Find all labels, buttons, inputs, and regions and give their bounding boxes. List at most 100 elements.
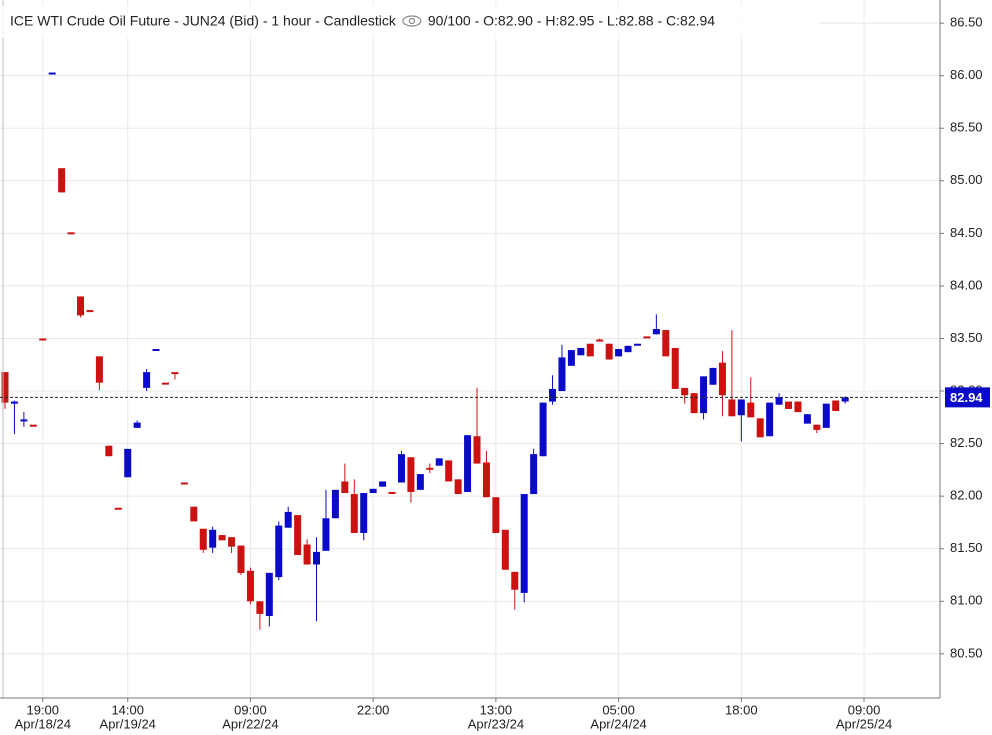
candle-body — [539, 402, 547, 457]
candle-body — [369, 488, 377, 494]
x-date-label: Apr/19/24 — [100, 716, 156, 731]
candle-body — [58, 168, 66, 193]
candle-body — [105, 445, 113, 457]
x-date-label: Apr/23/24 — [468, 716, 524, 731]
candle-body — [464, 435, 472, 492]
candle-body — [785, 401, 793, 409]
y-tick-label: 81.00 — [950, 593, 983, 608]
x-date-label: Apr/24/24 — [590, 716, 646, 731]
candle-body — [700, 376, 708, 414]
candle-body — [190, 506, 198, 522]
candle-body — [775, 397, 783, 405]
candle-body — [841, 397, 849, 402]
candle-body — [492, 497, 500, 533]
x-tick-label: 18:00 — [725, 702, 758, 717]
candle-body — [350, 494, 358, 533]
candle-body — [133, 422, 141, 428]
x-tick-label: 19:00 — [26, 702, 59, 717]
candle-body — [511, 571, 519, 590]
candle-body — [426, 467, 434, 470]
candle-body — [407, 457, 415, 492]
candle-body — [662, 330, 670, 357]
candle-body — [605, 343, 613, 360]
candle-body — [549, 388, 557, 402]
chart-title: ICE WTI Crude Oil Future - JUN24 (Bid) -… — [10, 13, 397, 29]
candle-body — [1, 372, 9, 403]
candle-body — [803, 414, 811, 424]
last-price-box — [945, 387, 990, 408]
candle-body — [360, 493, 368, 533]
y-tick-label: 84.50 — [950, 225, 983, 240]
candle-body — [718, 362, 726, 396]
ohlc-info: 90/100 - O:82.90 - H:82.95 - L:82.88 - C… — [428, 13, 715, 29]
x-date-label: Apr/25/24 — [836, 716, 892, 731]
candle-body — [388, 491, 396, 494]
candle-body — [728, 399, 736, 417]
y-tick-label: 81.50 — [950, 540, 983, 555]
candle-body — [379, 481, 387, 487]
candle-body — [256, 601, 264, 614]
candle-body — [567, 350, 575, 366]
visibility-icon[interactable] — [402, 15, 422, 27]
candle-body — [652, 329, 660, 335]
grid-layer — [0, 0, 940, 698]
candle-body — [294, 515, 302, 556]
candle-body — [218, 535, 226, 541]
candle-body — [435, 458, 443, 466]
candle-body — [209, 529, 217, 548]
candle-body — [48, 72, 56, 75]
candle-body — [822, 403, 830, 428]
candle-body — [709, 367, 717, 385]
y-tick-label: 86.00 — [950, 67, 983, 82]
y-tick-label: 82.50 — [950, 435, 983, 450]
y-tick-label: 84.00 — [950, 277, 983, 292]
candle-body — [237, 545, 245, 573]
candle-body — [20, 419, 28, 422]
candle-body — [303, 544, 311, 565]
candle-body — [180, 482, 188, 485]
candle-body — [794, 401, 802, 413]
candle-body — [29, 424, 37, 427]
candle-body — [482, 462, 490, 498]
candle-body — [643, 336, 651, 339]
candle-body — [633, 343, 641, 346]
candle-body — [681, 387, 689, 396]
candle-body — [171, 372, 179, 375]
candle-body — [39, 338, 47, 341]
x-date-label: Apr/22/24 — [222, 716, 278, 731]
candle-body — [596, 339, 604, 342]
x-tick-label: 09:00 — [848, 702, 881, 717]
candle-body — [161, 382, 169, 385]
candle-body — [577, 347, 585, 356]
candle-body — [756, 418, 764, 438]
x-tick-label: 22:00 — [357, 702, 390, 717]
candle-body — [624, 345, 632, 353]
x-tick-label: 13:00 — [480, 702, 513, 717]
candle-body — [152, 349, 160, 351]
candle-body — [766, 402, 774, 437]
candle-body — [737, 399, 745, 416]
y-tick-label: 82.00 — [950, 488, 983, 503]
candle-body — [67, 232, 75, 235]
candle-body — [454, 479, 462, 495]
x-tick-label: 14:00 — [111, 702, 144, 717]
y-tick-label: 80.50 — [950, 645, 983, 660]
candle-body — [199, 528, 207, 550]
candle-body — [473, 436, 481, 464]
candle-body — [10, 401, 18, 404]
last-price-label: 82.94 — [950, 390, 983, 405]
candle-body — [95, 356, 103, 383]
candle-body — [586, 343, 594, 357]
candle-body — [520, 494, 528, 593]
candle-body — [832, 400, 840, 412]
y-tick-label: 85.50 — [950, 120, 983, 135]
candle-body — [690, 393, 698, 414]
candle-body — [77, 296, 85, 316]
candle-body — [501, 529, 509, 570]
candle-body — [265, 572, 273, 617]
candle-body — [284, 511, 292, 528]
candle-body — [228, 537, 236, 547]
candles-layer — [1, 72, 849, 630]
